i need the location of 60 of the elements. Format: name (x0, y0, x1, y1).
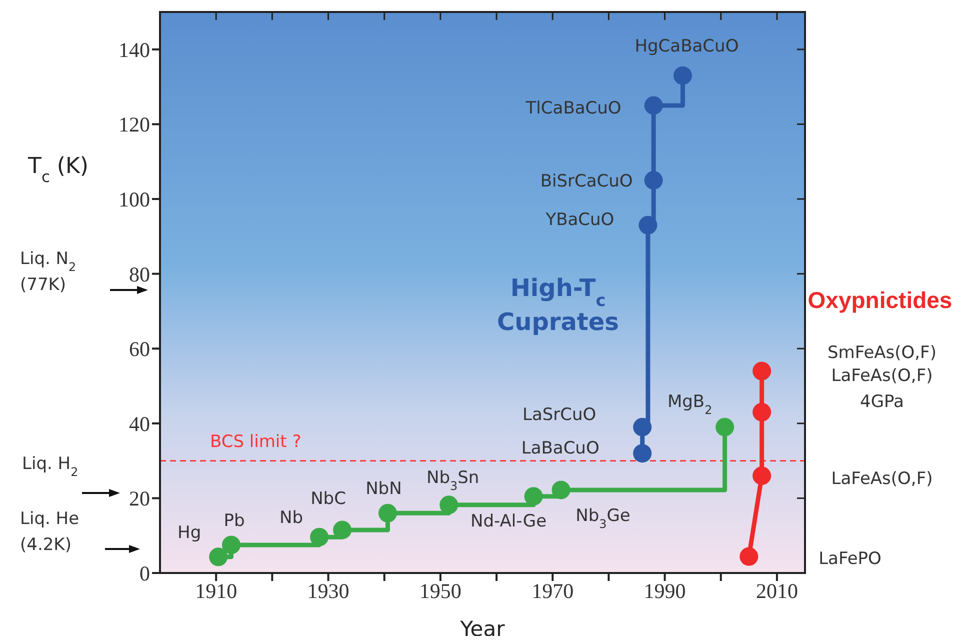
y-axis-title: T$_{c}$ (K) (27, 154, 89, 186)
x-tick-label: 1950 (419, 578, 462, 603)
point (209, 548, 228, 566)
point (644, 96, 663, 115)
point (633, 418, 652, 436)
annotation: BiSrCaCuO (540, 171, 633, 192)
point (524, 487, 543, 506)
x-tick-label: 1930 (307, 578, 350, 603)
point (740, 547, 758, 566)
annotation: LaSrCuO (522, 405, 596, 426)
point (673, 66, 692, 85)
y-tick-label: 120 (118, 112, 150, 137)
text: Liq. He (4.2K) (20, 509, 80, 555)
x-tick-label: 1990 (644, 578, 686, 603)
annotation: NbN (366, 479, 402, 500)
series-label: High-T$_{c}$ Cuprates (497, 274, 619, 336)
annotation: Hg (178, 522, 202, 543)
point (752, 362, 772, 380)
point (440, 496, 458, 514)
x-axis-title: Year (459, 617, 506, 641)
point (752, 402, 772, 422)
point (716, 418, 734, 436)
point (752, 466, 772, 486)
point (552, 480, 570, 500)
annotation: Nb$_{3}$Ge (576, 506, 630, 531)
ref-line-label: BCS limit ? (210, 432, 302, 452)
y-tick-label: 80 (129, 262, 150, 286)
point (333, 520, 352, 540)
annotation: Nb$_{3}$Sn (426, 468, 480, 493)
point (222, 536, 240, 554)
y-tick-label: 140 (118, 38, 150, 62)
annotation: Nd-Al-Ge (470, 511, 547, 532)
point (310, 528, 329, 546)
x-tick-label: 1910 (195, 578, 238, 603)
text: Liq. H$_{2}$ (22, 454, 78, 479)
annotation: LaBaCuO (521, 438, 600, 458)
y-tick-label: 100 (118, 187, 150, 212)
annotation: TlCaBaCuO (524, 98, 622, 118)
point (378, 504, 397, 522)
text: Oxypnictides (808, 287, 952, 313)
point (644, 171, 663, 190)
text: LaFeAs(O,F) 4GPa (831, 366, 933, 412)
y-tick-label: 0 (140, 561, 150, 586)
text: Liq. N$_{2}$ (77K) (20, 249, 76, 295)
annotation: Nb (280, 508, 304, 528)
annotation: YBaCuO (544, 210, 614, 230)
text: LaFePO (818, 549, 882, 569)
point (633, 444, 652, 463)
point (638, 216, 658, 234)
annotation: MgB$_{2}$ (667, 392, 712, 418)
annotation: HgCaBaCuO (634, 36, 739, 57)
text: LaFeAs(O,F) (831, 469, 933, 489)
y-tick-label: 60 (129, 337, 150, 362)
annotation: Pb (224, 510, 245, 531)
annotation: NbC (310, 488, 346, 509)
x-tick-label: 2010 (756, 578, 798, 603)
y-tick-label: 20 (129, 486, 150, 511)
y-tick-label: 40 (129, 412, 150, 436)
x-tick-label: 1970 (532, 578, 574, 603)
text: SmFeAs(O,F) (828, 343, 936, 363)
